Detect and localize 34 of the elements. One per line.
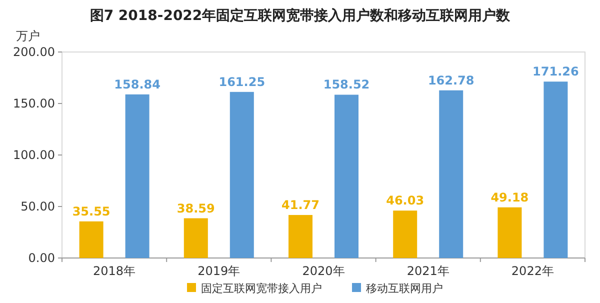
bar [79, 221, 104, 258]
data-label: 161.25 [218, 74, 266, 89]
bar [184, 218, 208, 258]
data-label: 38.59 [176, 201, 215, 216]
data-label: 158.52 [323, 78, 370, 92]
y-tick-label: 50.00 [20, 200, 55, 214]
x-tick-label: 2019年 [198, 264, 240, 278]
bar [393, 210, 418, 258]
bar [230, 92, 254, 258]
y-axis-title: 万户 [16, 29, 40, 43]
bar [544, 82, 568, 258]
x-tick-label: 2021年 [406, 264, 450, 278]
x-tick-label: 2022年 [511, 264, 554, 278]
bar [334, 94, 358, 258]
bar [125, 94, 150, 258]
data-label: 49.18 [490, 190, 529, 204]
bar [288, 214, 312, 258]
data-label: 35.55 [72, 204, 110, 218]
data-label: 171.26 [532, 64, 579, 79]
y-tick-label: 100.00 [13, 148, 55, 162]
x-tick-label: 2020年 [302, 264, 345, 278]
y-tick-label: 0.00 [28, 251, 55, 265]
bar [439, 90, 464, 258]
chart-title: 图7 2018-2022年固定互联网宽带接入用户数和移动互联网用户数 [90, 7, 512, 24]
data-label: 46.03 [386, 194, 424, 208]
y-tick-label: 200.00 [13, 45, 55, 59]
data-label: 158.84 [114, 77, 160, 92]
x-tick-label: 2018年 [93, 264, 136, 278]
y-tick-label: 150.00 [13, 96, 55, 110]
data-label: 41.77 [282, 198, 320, 212]
bar [498, 207, 522, 258]
legend-label: 固定互联网宽带接入用户 [201, 282, 322, 295]
data-label: 162.78 [428, 73, 474, 88]
legend-label: 移动互联网用户 [366, 282, 443, 295]
